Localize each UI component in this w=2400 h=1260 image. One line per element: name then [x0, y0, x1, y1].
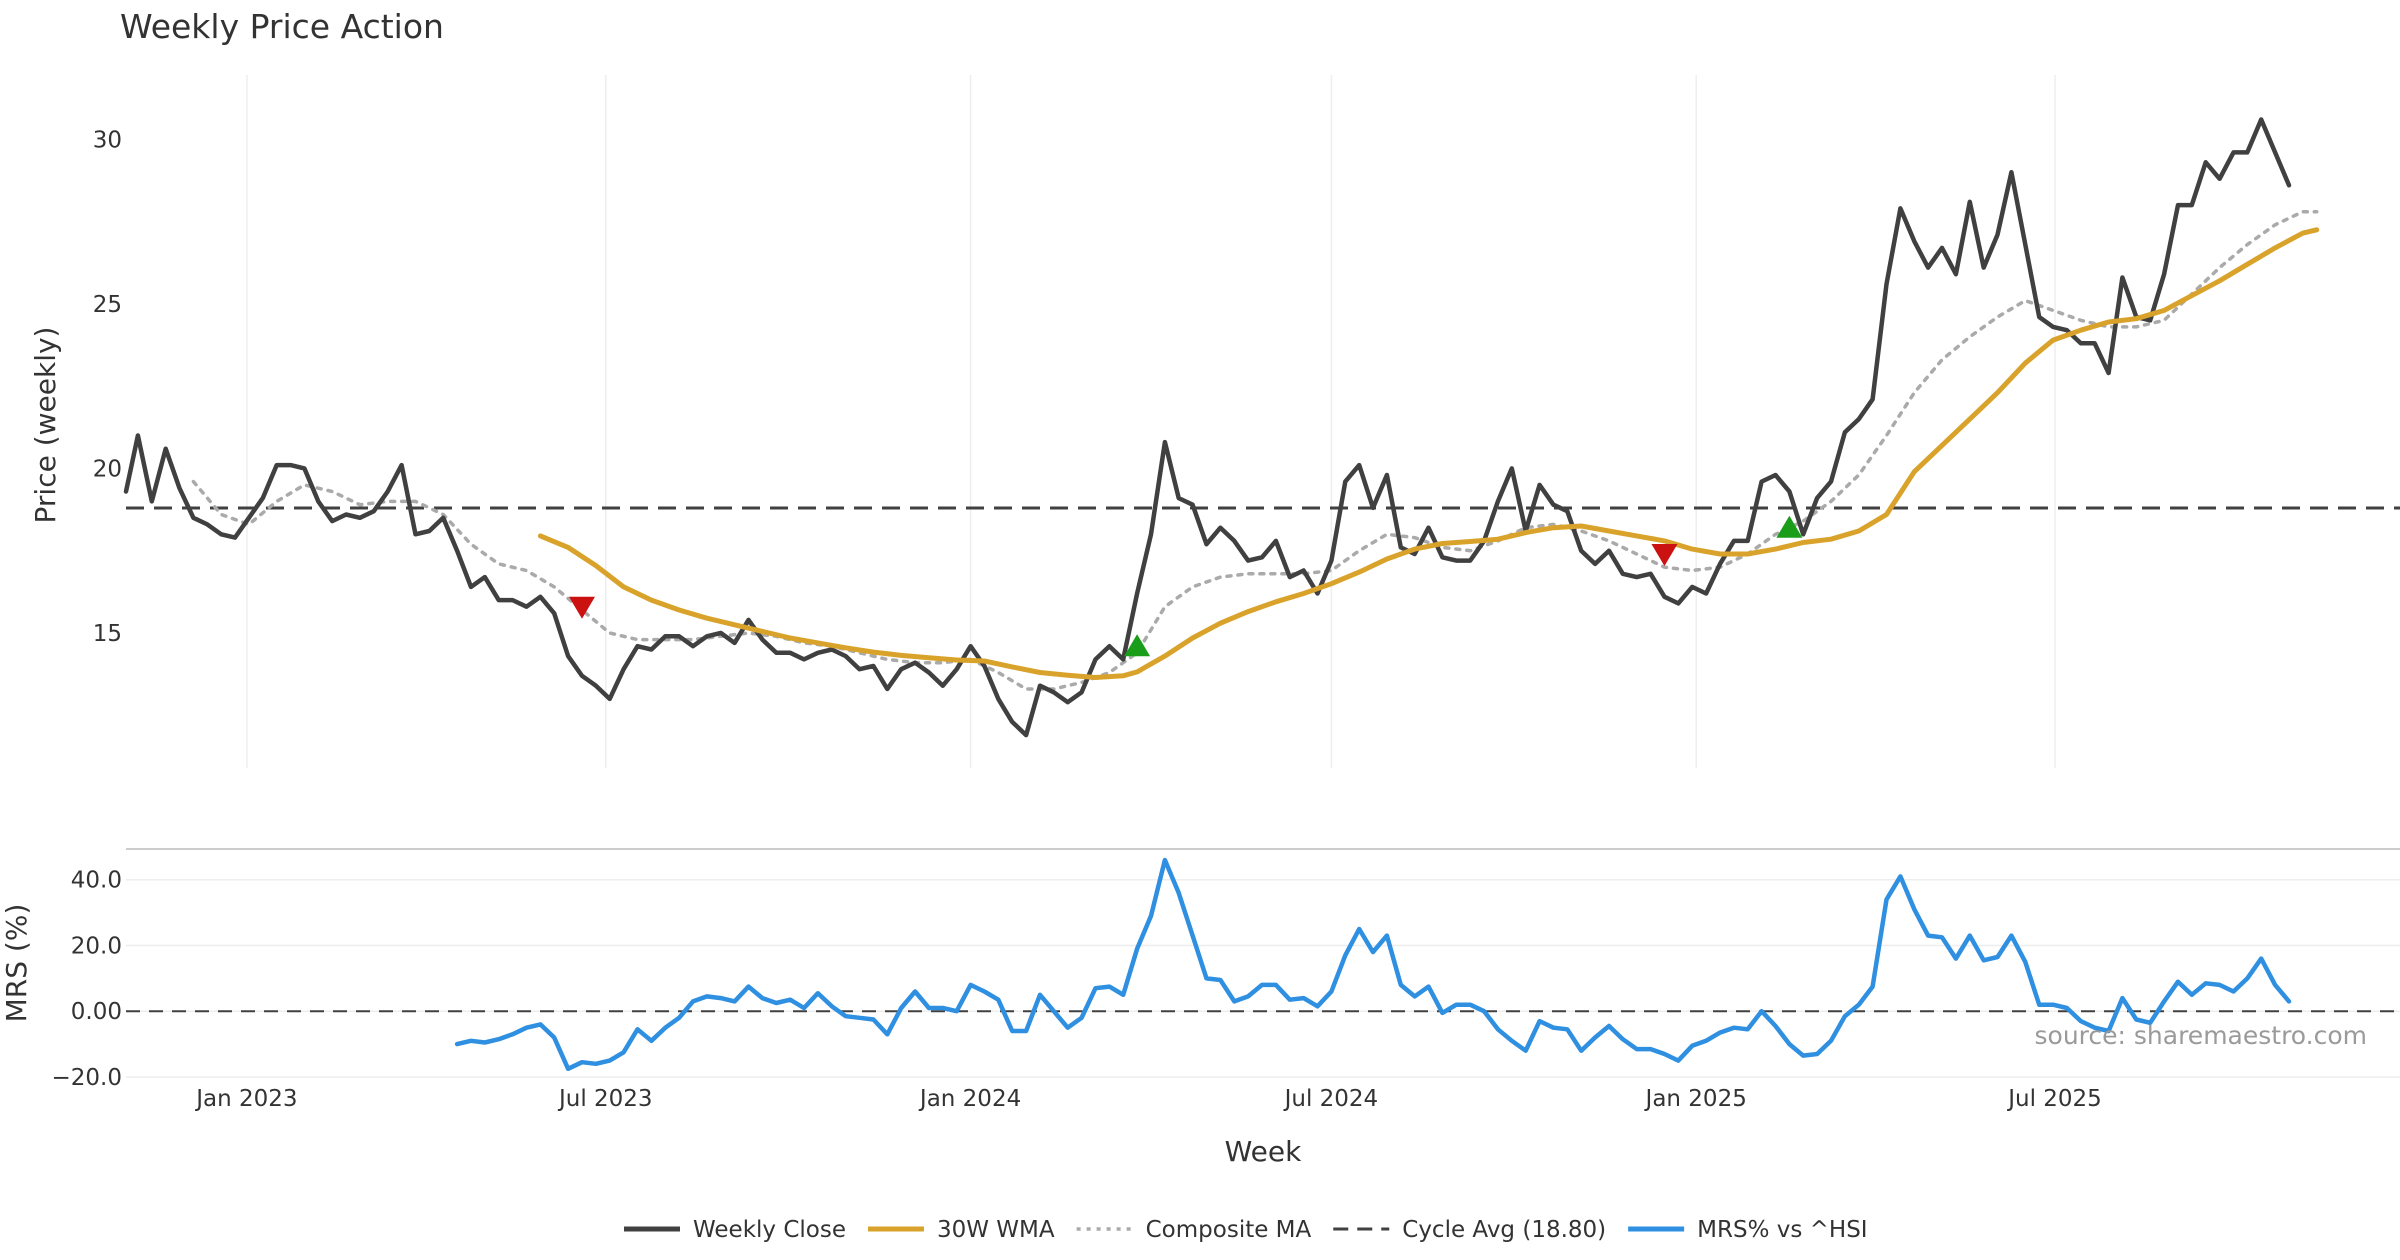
legend-item-composite-ma: Composite MA — [1076, 1217, 1312, 1243]
legend-label-weekly-close: Weekly Close — [693, 1217, 846, 1243]
sell-signal-marker-1 — [568, 596, 595, 619]
series-30w-wma — [537, 227, 2320, 680]
source-note: source: sharemaestro.com — [2035, 1021, 2368, 1050]
mrs-y-tick-40-0: 40.0 — [71, 868, 122, 894]
x-tick-jul-2023: Jul 2023 — [557, 1086, 653, 1112]
price-y-tick-15: 15 — [93, 621, 122, 647]
buy-signal-marker-2 — [1124, 634, 1151, 657]
mrs-y-tick-20-0: 20.0 — [71, 933, 122, 959]
mrs-y-tick-0-00: 0.00 — [71, 999, 122, 1025]
mrs-y-tick-20-0: −20.0 — [52, 1065, 122, 1091]
price-y-axis-label: Price (weekly) — [29, 327, 62, 524]
legend-label-cycle-avg-18-80: Cycle Avg (18.80) — [1402, 1217, 1606, 1243]
x-tick-jul-2024: Jul 2024 — [1283, 1086, 1379, 1112]
sell-signal-marker-3 — [1651, 544, 1678, 567]
x-tick-jan-2025: Jan 2025 — [1644, 1086, 1747, 1112]
series-layer — [123, 117, 2320, 1072]
price-y-ticks: 15 20 25 30 — [93, 127, 122, 647]
legend-item-cycle-avg-18-80: Cycle Avg (18.80) — [1333, 1217, 1606, 1243]
legend-label-composite-ma: Composite MA — [1146, 1217, 1312, 1243]
legend-item-mrs-vs-hsi: MRS% vs ^HSI — [1628, 1217, 1868, 1243]
mrs-y-axis-label: MRS (%) — [0, 904, 33, 1023]
x-ticks: Jan 2023 Jul 2023 Jan 2024 Jul 2024 Jan 2025… — [194, 1086, 2102, 1112]
x-axis-label: Week — [1225, 1135, 1302, 1168]
series-weekly-close — [123, 117, 2292, 738]
signal-markers — [568, 515, 1803, 657]
legend-label-mrs-vs-hsi: MRS% vs ^HSI — [1697, 1217, 1867, 1243]
price-y-tick-30: 30 — [93, 127, 122, 153]
legend-item-weekly-close: Weekly Close — [624, 1217, 846, 1243]
price-y-tick-25: 25 — [93, 292, 122, 318]
legend-label-30w-wma: 30W WMA — [937, 1217, 1055, 1243]
buy-signal-marker-4 — [1776, 515, 1803, 538]
series-composite-ma — [191, 209, 2319, 691]
series-mrs-vs-hsi — [454, 857, 2292, 1072]
legend-item-30w-wma: 30W WMA — [867, 1217, 1055, 1243]
x-tick-jan-2024: Jan 2024 — [918, 1086, 1021, 1112]
mrs-y-ticks: 40.0 20.0 0.00 −20.0 — [52, 868, 122, 1091]
legend: Weekly Close 30W WMA Composite MA Cycle Avg… — [624, 1217, 1868, 1243]
x-tick-jul-2025: Jul 2025 — [2006, 1086, 2102, 1112]
chart-title: Weekly Price Action — [120, 7, 444, 46]
x-tick-jan-2023: Jan 2023 — [194, 1086, 297, 1112]
price-y-tick-20: 20 — [93, 456, 122, 482]
